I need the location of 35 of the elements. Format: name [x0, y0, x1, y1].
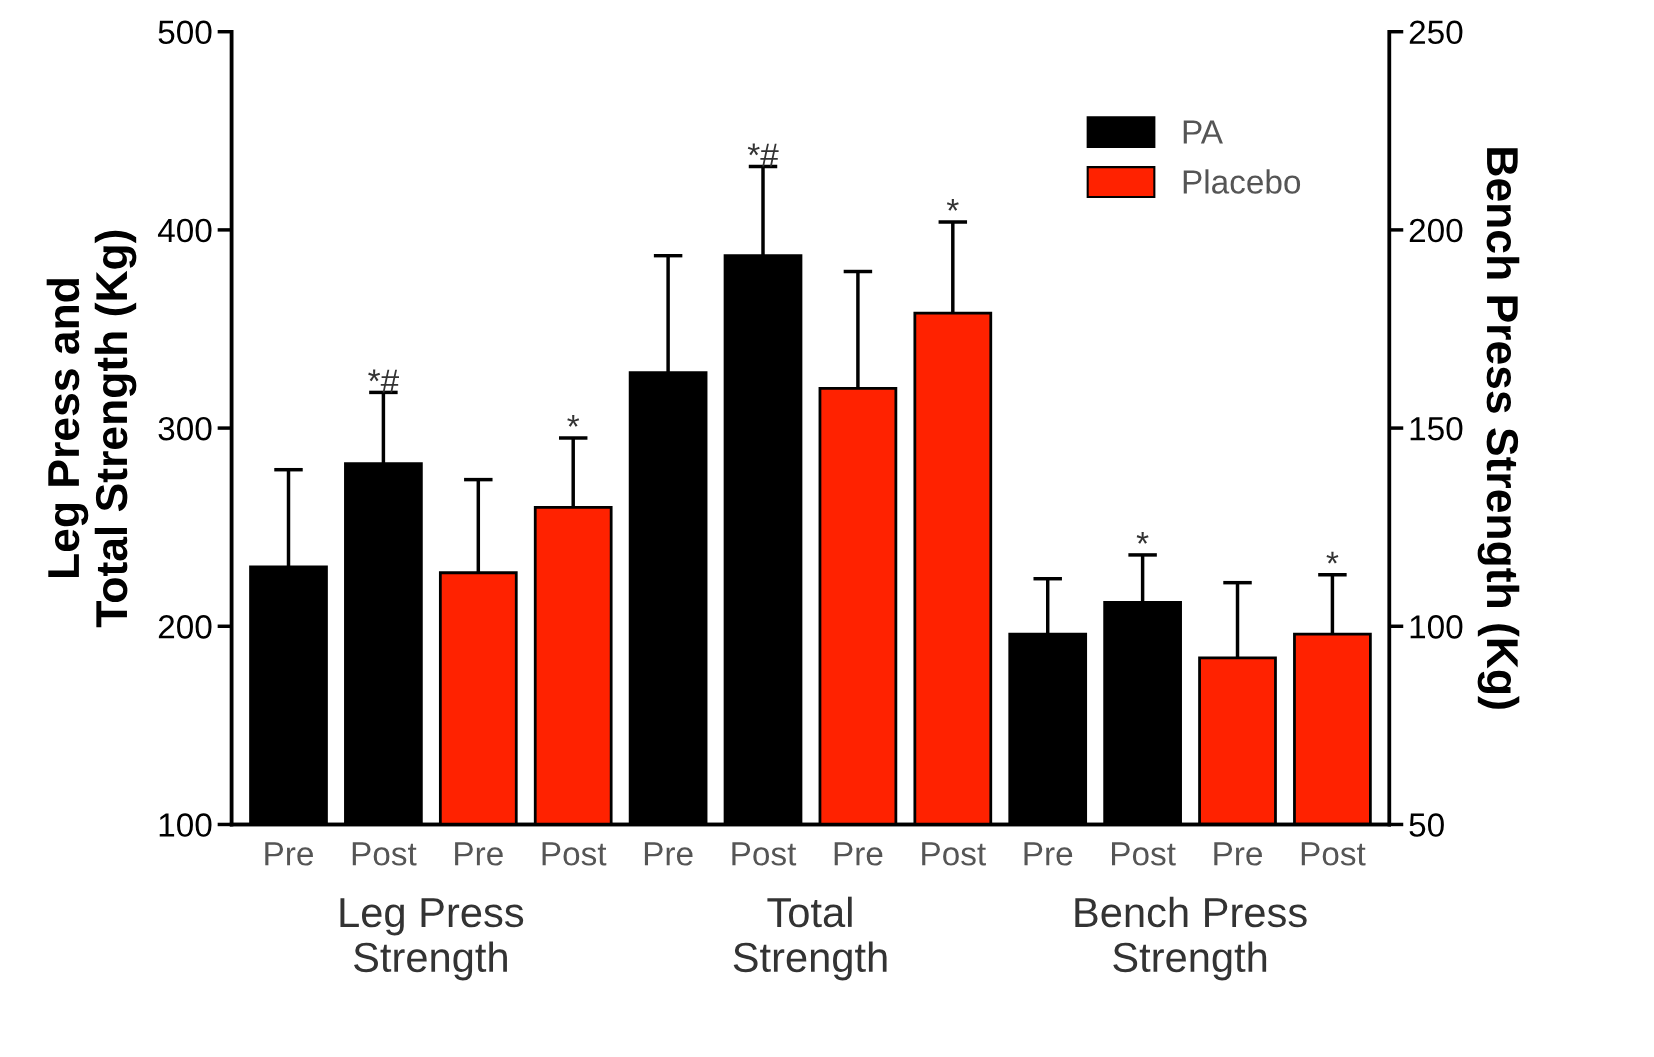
data-label: * [946, 199, 959, 211]
y2-tick-label: 50 [1409, 813, 1444, 837]
data-label: * [1136, 532, 1149, 544]
x-tick-label: Pre [455, 842, 503, 866]
x-tick-label: Post [732, 842, 797, 866]
text: Bench Press Strength [1075, 896, 1307, 981]
data-label: *# [747, 143, 779, 167]
text: Leg Press Strength [340, 898, 524, 981]
y-tick-label: 200 [158, 615, 212, 639]
x-tick-label: Pre [1214, 842, 1262, 866]
x-tick-label: Post [352, 842, 417, 866]
x-tick-label: Pre [644, 842, 693, 866]
y2-axis-title: Bench Press Strength (Kg) [1477, 148, 1520, 709]
y-tick-label: 100 [159, 813, 212, 837]
text: Total Strength [733, 896, 887, 981]
legend-label: Placebo [1183, 169, 1301, 194]
x-tick-label: Pre [1024, 842, 1073, 866]
y2-tick-label: 200 [1409, 218, 1463, 243]
x-tick-label: Post [1112, 842, 1176, 866]
data-label: * [1326, 551, 1339, 564]
x-tick-label: Pre [834, 842, 883, 866]
x-tick-label: Post [922, 842, 986, 866]
x-tick-label: Pre [265, 842, 313, 866]
y2-tick-label: 150 [1410, 416, 1463, 441]
data-label: *# [368, 369, 399, 393]
y2-tick-label: 250 [1409, 20, 1463, 45]
y2-tick-label: 100 [1410, 615, 1463, 639]
legend-label: PA [1183, 120, 1223, 144]
y-tick-label: 500 [158, 20, 212, 45]
x-tick-label: Post [1301, 842, 1366, 866]
x-tick-label: Post [542, 842, 607, 866]
y-axis-title: Leg Press and Total Strength (Kg) [46, 230, 137, 628]
y-tick-label: 400 [157, 218, 212, 243]
data-label: * [567, 415, 580, 427]
y-tick-label: 300 [158, 416, 212, 441]
